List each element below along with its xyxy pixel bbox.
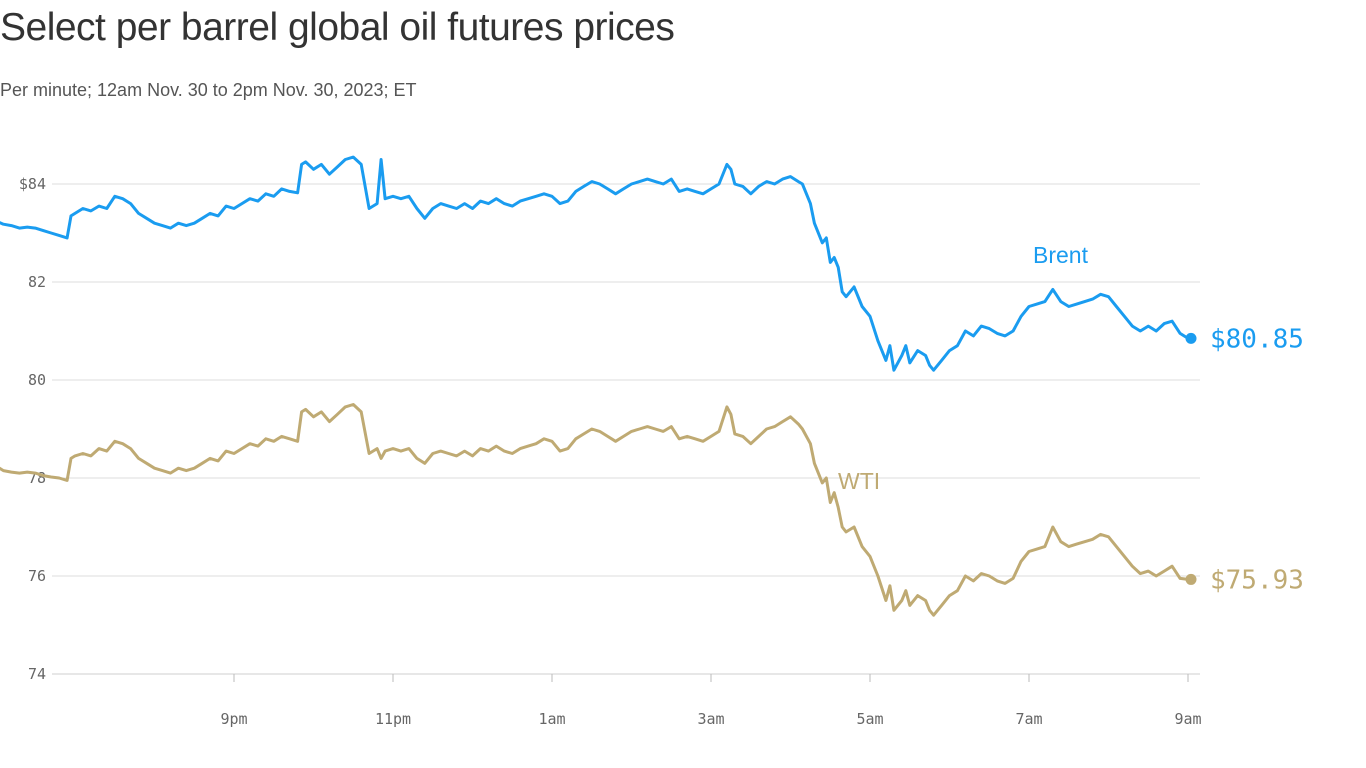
x-tick-label: 11pm bbox=[375, 710, 411, 728]
y-tick-label: $84 bbox=[19, 175, 46, 193]
end-point-wti bbox=[1185, 573, 1197, 585]
x-tick-label: 7am bbox=[1015, 710, 1042, 728]
series-line-wti bbox=[0, 403, 1190, 617]
y-tick-label: 76 bbox=[28, 567, 46, 585]
series-labels: $80.85 $75.93 Brent WTI bbox=[838, 242, 1304, 595]
x-tick-label: 3am bbox=[697, 710, 724, 728]
end-point-brent bbox=[1185, 332, 1197, 344]
x-tick-label: 9am bbox=[1174, 710, 1201, 728]
gridlines bbox=[52, 183, 1200, 675]
x-tick-label: 5am bbox=[856, 710, 883, 728]
x-tick-label: 9pm bbox=[220, 710, 247, 728]
y-tick-label: 82 bbox=[28, 273, 46, 291]
end-value-label-wti: $75.93 bbox=[1210, 565, 1304, 595]
y-tick-label: 80 bbox=[28, 371, 46, 389]
series-lines bbox=[0, 155, 1197, 617]
chart-title: Select per barrel global oil futures pri… bbox=[0, 6, 675, 49]
x-tick-label: 1am bbox=[538, 710, 565, 728]
chart-subtitle: Per minute; 12am Nov. 30 to 2pm Nov. 30,… bbox=[0, 80, 417, 100]
y-tick-label: 74 bbox=[28, 665, 46, 683]
series-name-label-wti: WTI bbox=[838, 468, 880, 494]
series-name-label-brent: Brent bbox=[1033, 242, 1089, 268]
end-value-label-brent: $80.85 bbox=[1210, 324, 1304, 354]
series-line-brent bbox=[0, 155, 1190, 372]
